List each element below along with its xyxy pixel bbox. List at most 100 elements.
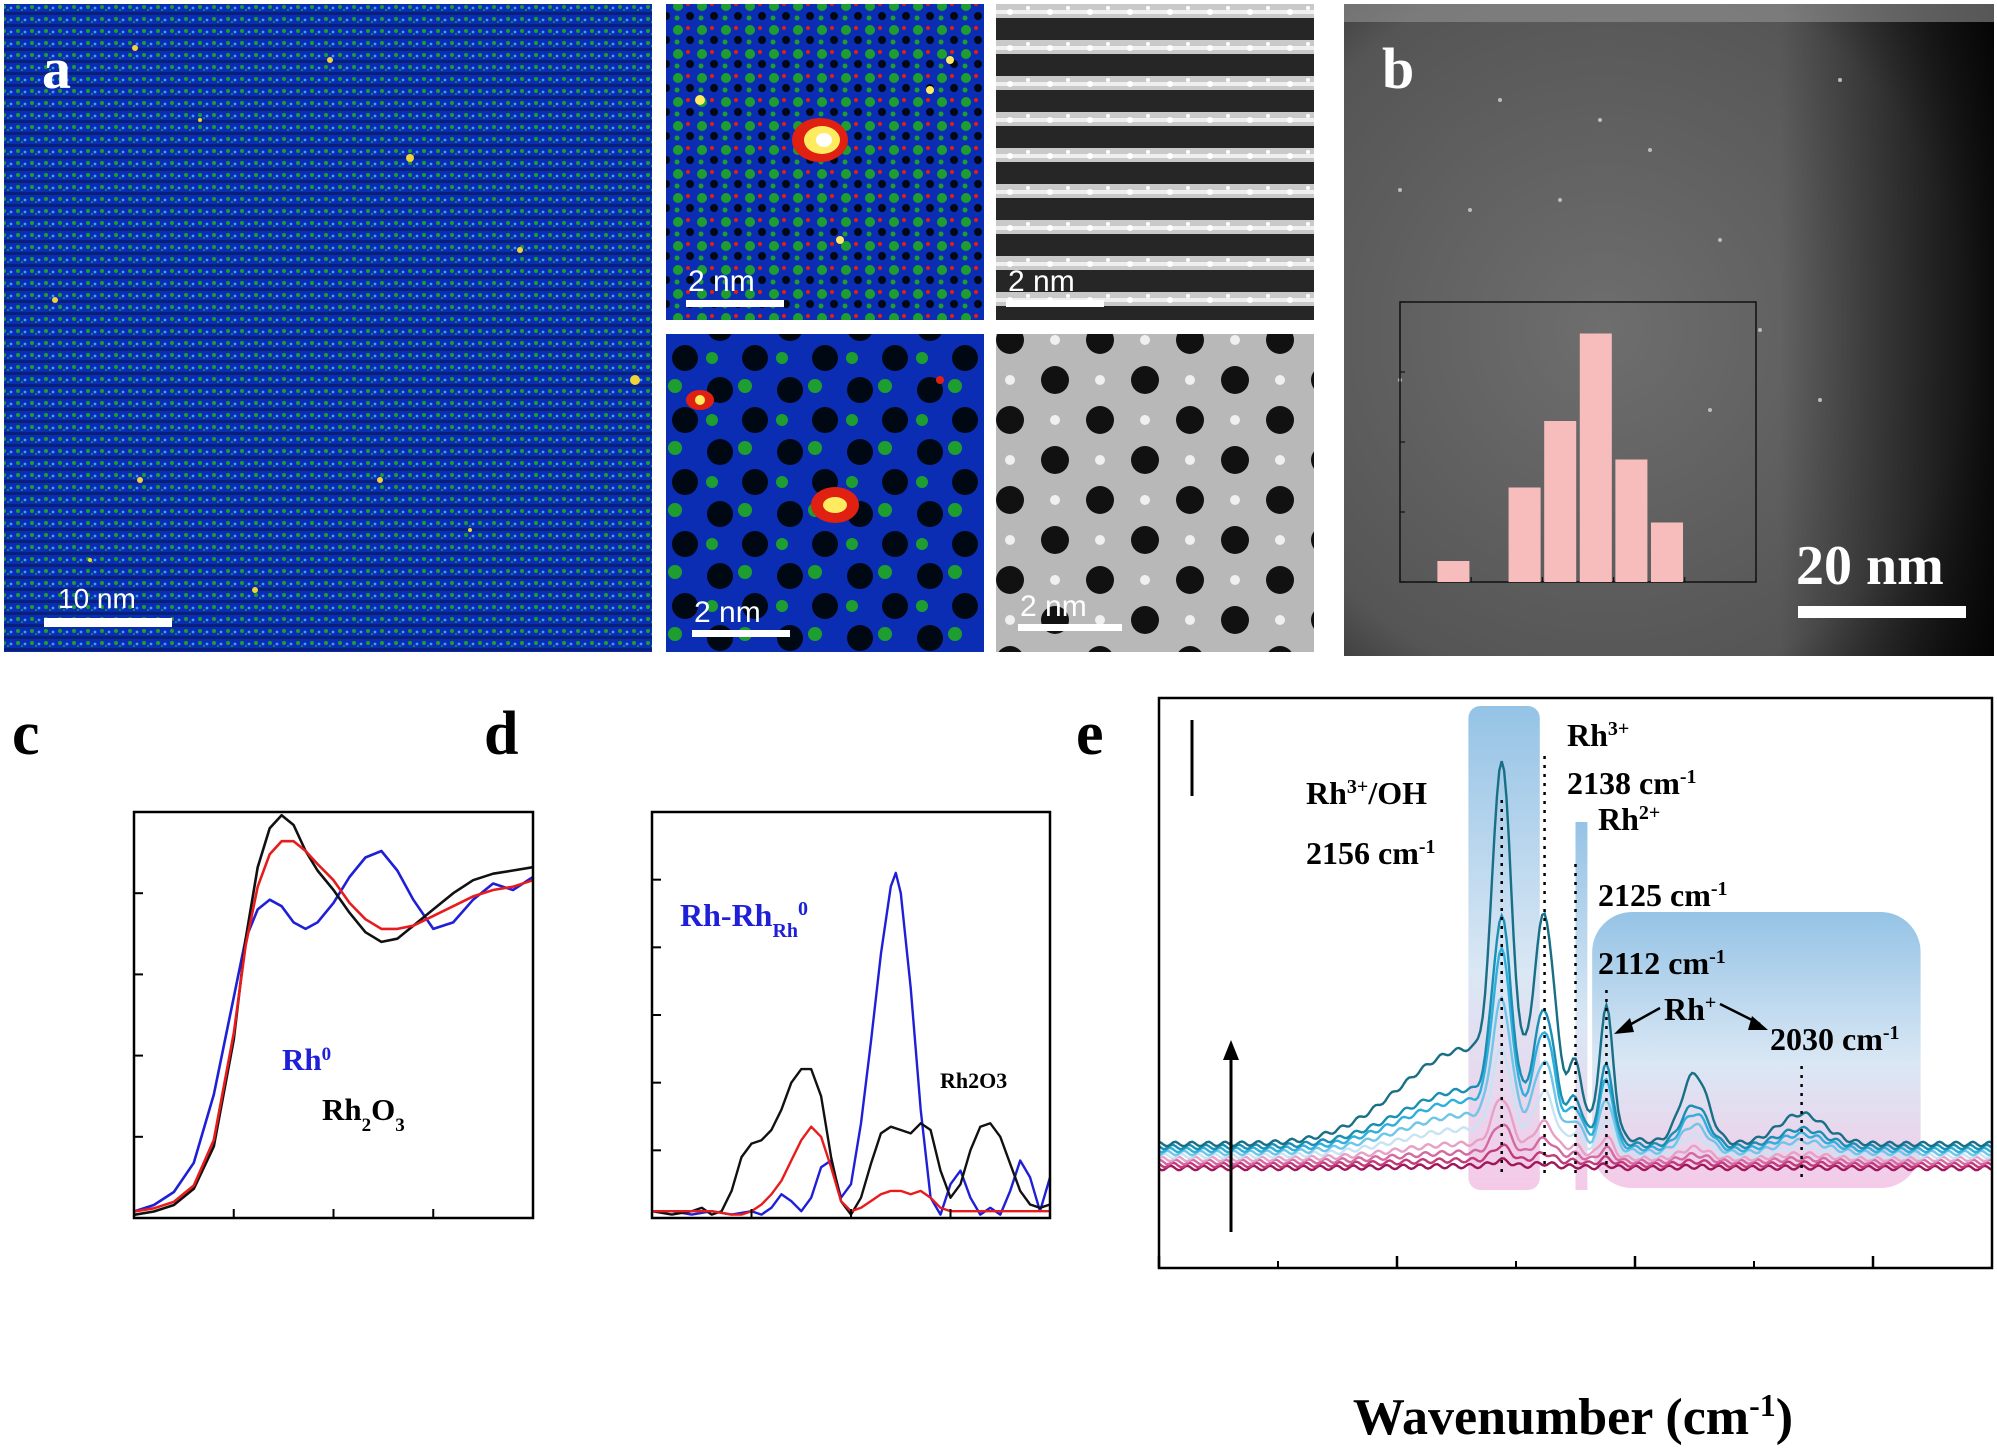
d-label-rh2o3-sub-part: 3 [996, 1068, 1007, 1093]
d-label-rh2o3-sub-part: O [979, 1068, 996, 1093]
d-label-rh2o3-sub-part: Rh [940, 1068, 968, 1093]
e-ann-2112-part: 2112 cm [1598, 945, 1709, 981]
panel-label-a: a [42, 36, 71, 101]
d-label-rh2o3-sub: Rh2O3 [940, 1068, 1007, 1093]
e-ann-2138-part: -1 [1680, 766, 1697, 788]
e-ann-2156-part: 2156 cm [1306, 835, 1419, 871]
c-legend-rh2o3-part: 3 [395, 1115, 405, 1136]
scalebar-b-line [1798, 606, 1966, 618]
e-ann-rh2-part: Rh [1598, 801, 1639, 837]
c-plot-frame [132, 810, 535, 1220]
e-rh1-arrowhead-left [1614, 1018, 1634, 1034]
inset-bar [1508, 487, 1541, 582]
scalebar-bl-label: 2 nm [694, 596, 761, 629]
drifts-series-line [1158, 760, 1993, 1148]
panel-b-dots [1398, 78, 1842, 412]
panel-a-main-map [4, 4, 652, 652]
e-ann-2030-part: 2030 cm [1770, 1021, 1883, 1057]
scalebar-tr-label: 2 nm [1008, 265, 1075, 298]
d-label-rh2o3-sub-part: 2 [968, 1068, 979, 1093]
e-ann-rh3oh-part: 3+ [1347, 776, 1368, 798]
e-ann-2138: 2138 cm-1 [1567, 765, 1697, 801]
e-band-rh2 [1575, 822, 1588, 1190]
panel-a-tl-map [666, 4, 984, 320]
c-legend-rh2o3-part: 2 [362, 1115, 372, 1136]
e-ann-2156: 2156 cm-1 [1306, 835, 1436, 871]
drifts-series-line [1158, 1157, 1993, 1172]
panel-a: a 10 nm 2 nm 2 nm 2 nm 2 nm [4, 4, 1314, 652]
scalebar-b-label: 20 nm [1796, 535, 1944, 597]
d-plot-frame [650, 810, 1052, 1220]
inset-bar [1544, 421, 1577, 582]
xanes-series-line [133, 839, 534, 1213]
e-ann-2030: 2030 cm-1 [1770, 1021, 1900, 1057]
panel-a-main-hotspots [52, 45, 640, 593]
scalebar-bl-line [692, 630, 790, 637]
e-ann-2125: 2125 cm-1 [1598, 877, 1728, 913]
xanes-series-line [133, 849, 534, 1213]
panel-label-b: b [1382, 36, 1414, 101]
e-ann-2030-part: -1 [1883, 1022, 1900, 1044]
e-ann-rh3oh: Rh3+/OH [1306, 775, 1427, 811]
d-label-rhrh-rh0-part: Rh-Rh [680, 897, 773, 933]
scalebar-main-line [44, 618, 172, 627]
e-ann-rh1-part: + [1705, 992, 1716, 1014]
panel-b-stem-edge [1780, 4, 1994, 656]
particle-size-inset [1399, 301, 1757, 583]
c-legend-rh2o3-part: Rh [322, 1092, 362, 1127]
panel-b-top-strip [1344, 4, 1994, 22]
drifts-series-line [1158, 1047, 1993, 1160]
e-ann-rh2-part: 2+ [1639, 802, 1660, 824]
exafs-series-line [652, 1125, 1050, 1216]
scalebar-tl-line [686, 300, 784, 307]
inset-bar [1437, 561, 1470, 582]
panel-label-e: e [1076, 700, 1104, 768]
e-ann-rh3: Rh3+ [1567, 717, 1629, 753]
e-x-axis-label-part: Wavenumber (cm [1353, 1389, 1749, 1446]
e-ann-rh1-part: Rh [1664, 991, 1705, 1027]
e-ann-rh3-part: 3+ [1608, 718, 1629, 740]
panel-label-c: c [12, 700, 40, 768]
e-plot-frame [1157, 696, 1994, 1270]
e-ann-2112-part: -1 [1709, 946, 1726, 968]
e-ann-rh1: Rh+ [1664, 991, 1716, 1027]
e-x-axis-label-part: -1 [1749, 1387, 1776, 1423]
e-ann-rh3oh-part: /OH [1367, 775, 1427, 811]
c-legend-rh0-part: 0 [322, 1044, 332, 1065]
e-x-axis-label-part: ) [1776, 1389, 1793, 1446]
drifts-series-line [1158, 912, 1993, 1151]
exafs-series-line [651, 1067, 1051, 1216]
scalebar-main-label: 10 nm [58, 583, 136, 614]
e-ann-2112: 2112 cm-1 [1598, 945, 1726, 981]
inset-bar [1615, 459, 1648, 582]
scalebar-br-line [1018, 624, 1122, 631]
panel-a-br-image [996, 334, 1314, 652]
panel-a-tr-image [996, 4, 1314, 320]
e-ann-2125-part: 2125 cm [1598, 877, 1711, 913]
e-ann-2156-part: -1 [1419, 836, 1436, 858]
panel-b: b 20 nm [1344, 4, 1994, 656]
c-legend-rh2o3: Rh2O3 [322, 1092, 405, 1136]
panel-label-d: d [484, 700, 518, 768]
e-ann-rh2: Rh2+ [1598, 801, 1660, 837]
panel-a-bl-cluster [686, 376, 944, 523]
e-ann-rh3oh-part: Rh [1306, 775, 1347, 811]
e-rh1-arrowhead-right [1748, 1016, 1768, 1030]
e-ann-2138-part: 2138 cm [1567, 765, 1680, 801]
scalebar-tr-line [1006, 300, 1104, 307]
xanes-series-line [133, 813, 534, 1217]
inset-bar [1650, 522, 1684, 582]
e-ann-2125-part: -1 [1711, 878, 1728, 900]
e-x-axis-label: Wavenumber (cm-1) [1353, 1387, 1793, 1446]
drifts-series-line [1158, 1123, 1993, 1166]
d-label-rhrh-rh0-part: 0 [798, 898, 808, 920]
d-label-rhrh-rh0: Rh-RhRh0 [680, 897, 808, 942]
scalebar-br-label: 2 nm [1020, 590, 1087, 623]
inset-bar [1579, 333, 1612, 582]
e-ann-rh3-part: Rh [1567, 717, 1608, 753]
d-label-rhrh-rh0-part: Rh [772, 920, 798, 942]
scalebar-tl-label: 2 nm [688, 265, 755, 298]
